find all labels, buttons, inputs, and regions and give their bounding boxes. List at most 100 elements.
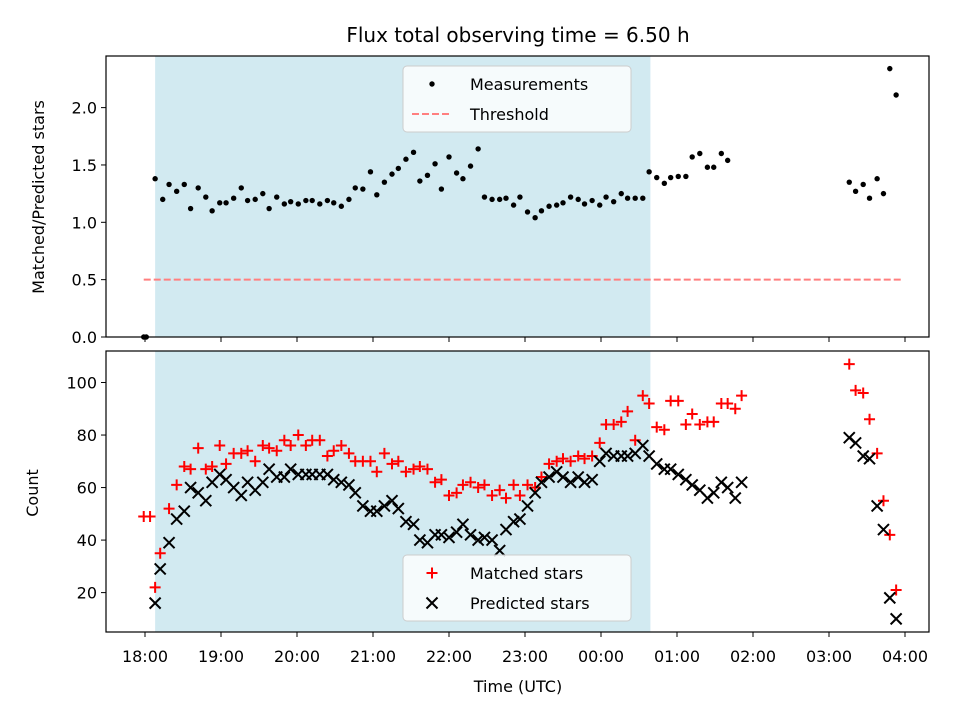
matched-star-point bbox=[565, 455, 577, 467]
matched-star-point bbox=[178, 461, 190, 473]
matched-star-point bbox=[478, 479, 490, 491]
measurement-point bbox=[624, 195, 631, 201]
matched-star-point bbox=[457, 479, 469, 491]
matched-star-point bbox=[206, 461, 218, 473]
predicted-star-point bbox=[349, 486, 362, 500]
measurement-point bbox=[152, 176, 158, 182]
predicted-star-point bbox=[877, 523, 890, 536]
predicted-star-point bbox=[556, 470, 570, 484]
predicted-star-point bbox=[593, 455, 606, 468]
measurement-point bbox=[389, 171, 395, 177]
matched-star-point bbox=[843, 358, 855, 370]
measurement-point bbox=[697, 150, 703, 157]
predicted-star-point bbox=[356, 499, 370, 513]
matched-star-point bbox=[392, 455, 404, 467]
measurement-point bbox=[538, 208, 545, 214]
matched-star-point bbox=[890, 584, 902, 596]
measurement-point bbox=[632, 195, 638, 201]
chart-title: Flux total observing time = 6.50 h bbox=[346, 23, 689, 47]
measurement-point bbox=[309, 197, 315, 204]
predicted-star-point bbox=[513, 512, 527, 526]
x-tick-label: 22:00 bbox=[426, 647, 472, 666]
matched-star-point bbox=[364, 455, 376, 467]
measurement-point bbox=[346, 196, 352, 203]
matched-star-point bbox=[594, 437, 606, 449]
measurement-point bbox=[860, 181, 866, 188]
predicted-star-point bbox=[535, 476, 548, 489]
measurement-point bbox=[567, 194, 574, 200]
matched-star-point bbox=[500, 492, 512, 504]
matched-star-point bbox=[508, 479, 520, 491]
bottom-y-tick-label: 80 bbox=[77, 426, 97, 445]
predicted-star-point bbox=[729, 491, 742, 505]
matched-star-point bbox=[877, 495, 889, 507]
matched-star-point bbox=[643, 398, 655, 410]
x-tick-label: 20:00 bbox=[274, 647, 320, 666]
predicted-star-point bbox=[599, 447, 613, 460]
matched-star-point bbox=[579, 453, 591, 465]
measurement-point bbox=[281, 201, 288, 207]
matched-star-point bbox=[708, 416, 720, 428]
legend-box bbox=[402, 65, 632, 133]
predicted-star-point bbox=[284, 462, 297, 476]
measurement-point bbox=[324, 197, 331, 204]
legend-entry-label: Predicted stars bbox=[470, 594, 590, 613]
x-tick-label: 21:00 bbox=[350, 647, 396, 666]
measurement-point bbox=[475, 146, 481, 152]
matched-star-point bbox=[729, 403, 741, 415]
measurement-point bbox=[846, 179, 852, 185]
measurement-point bbox=[287, 198, 294, 205]
predicted-star-point bbox=[278, 470, 291, 484]
measurement-point bbox=[417, 178, 423, 184]
matched-star-point bbox=[557, 453, 569, 465]
predicted-star-point bbox=[199, 494, 213, 507]
predicted-star-point bbox=[889, 612, 903, 626]
predicted-star-point bbox=[399, 515, 413, 528]
matched-star-point bbox=[271, 445, 283, 457]
predicted-star-point bbox=[507, 515, 520, 528]
matched-star-point bbox=[200, 463, 212, 475]
matched-star-point bbox=[249, 455, 261, 467]
measurement-point bbox=[654, 174, 660, 181]
measurement-point bbox=[424, 172, 431, 178]
matched-star-point bbox=[263, 442, 275, 454]
predicted-star-point bbox=[464, 528, 477, 542]
matched-star-point bbox=[144, 510, 156, 522]
measurement-point bbox=[244, 197, 251, 204]
predicted-star-point bbox=[707, 486, 720, 500]
predicted-star-point bbox=[184, 481, 197, 494]
measurement-point bbox=[589, 197, 595, 204]
measurement-point bbox=[575, 196, 581, 203]
measurement-point bbox=[331, 200, 337, 206]
legend-x-marker bbox=[425, 596, 439, 610]
measurement-point bbox=[683, 173, 689, 180]
matched-star-point bbox=[472, 482, 484, 494]
legend-box bbox=[402, 554, 632, 622]
bottom-series-predicted-stars bbox=[148, 431, 903, 626]
matched-star-point bbox=[529, 482, 541, 494]
top-y-tick-label: 2.0 bbox=[72, 99, 97, 118]
matched-star-point bbox=[514, 489, 526, 501]
matched-star-point bbox=[154, 547, 166, 559]
measurement-point bbox=[467, 163, 474, 169]
matched-star-point bbox=[522, 479, 534, 491]
measurement-point bbox=[266, 205, 272, 212]
bottom-legend: Matched stars Predicted stars bbox=[402, 554, 632, 622]
matched-star-point bbox=[680, 419, 692, 431]
measurement-point bbox=[453, 170, 460, 176]
predicted-star-point bbox=[178, 504, 191, 518]
predicted-star-point bbox=[370, 504, 384, 518]
predicted-star-point bbox=[672, 468, 685, 481]
measurement-point bbox=[893, 92, 899, 98]
x-tick-label: 04:00 bbox=[882, 647, 928, 666]
predicted-star-point bbox=[478, 531, 491, 544]
measurement-point bbox=[496, 196, 503, 203]
bottom-axes-frame bbox=[105, 350, 930, 633]
measurement-point bbox=[438, 186, 445, 192]
measurement-point bbox=[381, 179, 388, 185]
matched-star-point bbox=[400, 466, 412, 478]
predicted-star-point bbox=[485, 533, 499, 547]
matched-star-point bbox=[149, 581, 161, 593]
matched-star-point bbox=[242, 445, 254, 457]
